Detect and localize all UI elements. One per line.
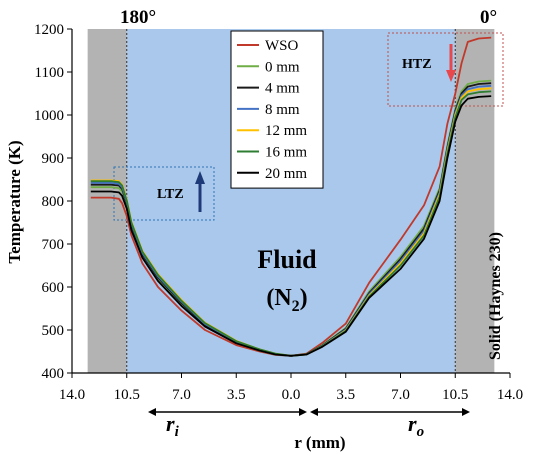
y-tick-label: 1100 [35, 65, 64, 81]
angle-label-right: 0° [480, 7, 497, 28]
ltz-label: LTZ [157, 187, 184, 202]
x-tick-label: 0.0 [282, 387, 301, 403]
fluid-formula-close: ) [300, 285, 308, 311]
series-line-6 [90, 95, 492, 357]
htz-label: HTZ [402, 57, 432, 72]
legend-entry: 8 mm [265, 102, 300, 118]
legend-entry: 4 mm [265, 81, 300, 97]
r-outer-label: ro [408, 411, 424, 440]
angle-label-left: 180° [120, 7, 156, 28]
fluid-formula-open: (N [266, 285, 292, 311]
ltz-arrow-icon [195, 171, 205, 212]
legend-entry: 12 mm [265, 123, 307, 139]
r-outer-arrow [310, 408, 470, 416]
y-tick-label: 1000 [34, 108, 64, 124]
r-inner-label: ri [166, 411, 180, 440]
fluid-formula-label: (N2) [266, 285, 307, 315]
x-tick-label: 7.0 [172, 387, 191, 403]
fluid-label: Fluid [257, 245, 317, 274]
x-tick-label: 10.5 [114, 387, 140, 403]
y-tick-label: 600 [42, 280, 65, 296]
htz-arrow-icon [446, 44, 456, 82]
y-axis-label: Temperature (K) [5, 140, 24, 263]
r-inner-arrow [148, 408, 307, 416]
r-outer-main: r [408, 411, 417, 436]
x-tick-label: 10.5 [442, 387, 468, 403]
fluid-formula-sub: 2 [292, 298, 300, 315]
y-tick-label: 1200 [34, 22, 64, 38]
x-tick-label: 7.0 [391, 387, 410, 403]
solid-label: Solid (Haynes 230) [487, 232, 504, 360]
axes: 400 500 600 700 800 900 1000 1100 1200 14.0 10.5 7.… [34, 22, 523, 403]
y-tick-label: 400 [42, 366, 65, 382]
y-tick-label: 900 [42, 151, 65, 167]
htz-box [387, 32, 504, 107]
legend-entry: 16 mm [265, 145, 307, 161]
ltz-box [113, 166, 215, 221]
x-tick-label: 3.5 [227, 387, 246, 403]
r-inner-sub: i [175, 424, 180, 440]
legend-entry: 20 mm [265, 166, 307, 182]
legend-entry: 0 mm [265, 59, 300, 75]
r-outer-sub: o [417, 424, 425, 440]
y-tick-label: 700 [42, 237, 65, 253]
r-inner-main: r [166, 411, 175, 436]
legend-entry: WSO [265, 38, 299, 54]
x-tick-label: 14.0 [59, 387, 85, 403]
series-layer [90, 36, 492, 357]
legend: WSO 0 mm 4 mm 8 mm 12 mm 16 mm 20 mm [230, 30, 324, 189]
y-tick-label: 800 [42, 194, 65, 210]
y-tick-label: 500 [42, 323, 65, 339]
x-axis-label: r (mm) [294, 433, 345, 452]
x-tick-label: 14.0 [497, 387, 523, 403]
x-tick-label: 3.5 [336, 387, 355, 403]
